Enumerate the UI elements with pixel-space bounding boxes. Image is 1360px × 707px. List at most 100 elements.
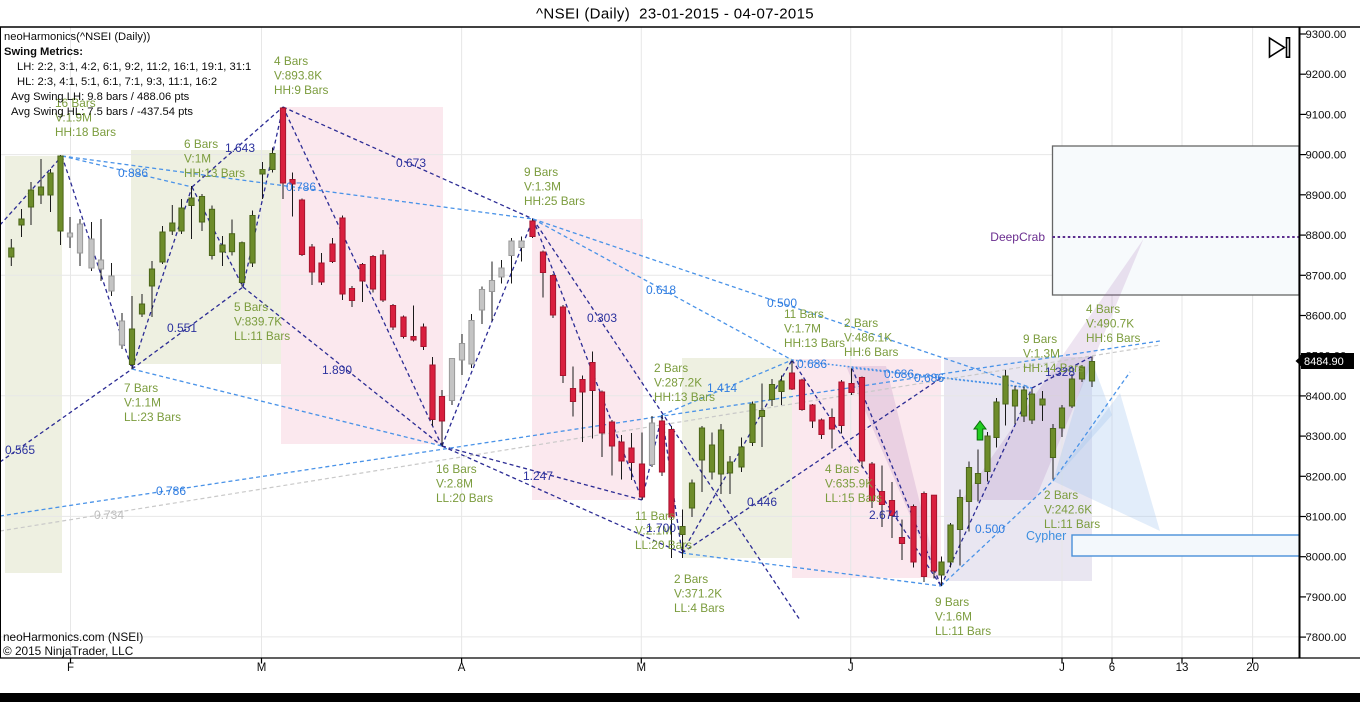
svg-text:8900.00: 8900.00 xyxy=(1306,190,1347,202)
svg-text:8300.00: 8300.00 xyxy=(1306,431,1347,443)
svg-text:1.414: 1.414 xyxy=(707,381,737,395)
svg-text:2 Bars: 2 Bars xyxy=(844,316,878,330)
svg-text:M: M xyxy=(637,662,647,674)
svg-text:0.446: 0.446 xyxy=(747,495,777,509)
svg-text:V:1M: V:1M xyxy=(184,152,211,166)
svg-text:HH:13 Bars: HH:13 Bars xyxy=(654,390,715,404)
svg-text:V:2.1M: V:2.1M xyxy=(635,524,672,538)
svg-text:1.328: 1.328 xyxy=(1045,365,1075,379)
svg-text:0.786: 0.786 xyxy=(286,180,316,194)
svg-text:8200.00: 8200.00 xyxy=(1306,471,1347,483)
svg-text:V:1.1M: V:1.1M xyxy=(124,396,161,410)
svg-text:V:242.6K: V:242.6K xyxy=(1044,503,1092,517)
svg-text:HH:14 Bars: HH:14 Bars xyxy=(1023,361,1084,375)
svg-text:0.565: 0.565 xyxy=(5,443,35,457)
svg-text:2.674: 2.674 xyxy=(869,508,899,522)
svg-text:V:1.9M: V:1.9M xyxy=(55,111,92,125)
svg-text:0.500: 0.500 xyxy=(767,296,797,310)
svg-text:8100.00: 8100.00 xyxy=(1306,512,1347,524)
svg-text:7900.00: 7900.00 xyxy=(1306,592,1347,604)
svg-text:2 Bars: 2 Bars xyxy=(674,572,708,586)
svg-text:8700.00: 8700.00 xyxy=(1306,270,1347,282)
svg-text:DeepCrab: DeepCrab xyxy=(990,230,1045,244)
svg-text:V:490.7K: V:490.7K xyxy=(1086,317,1134,331)
svg-text:16 Bars: 16 Bars xyxy=(436,462,477,476)
svg-text:HH:13 Bars: HH:13 Bars xyxy=(184,166,245,180)
svg-text:20: 20 xyxy=(1246,662,1259,674)
svg-text:HL: 2:3, 4:1, 5:1, 6:1, 7:1, 9: HL: 2:3, 4:1, 5:1, 6:1, 7:1, 9:3, 11:1, … xyxy=(17,76,217,88)
svg-text:LL:20 Bars: LL:20 Bars xyxy=(635,538,692,552)
svg-text:9000.00: 9000.00 xyxy=(1306,150,1347,162)
svg-text:Swing Metrics:: Swing Metrics: xyxy=(4,46,83,58)
svg-text:Avg Swing LH: 9.8 bars / 488.0: Avg Swing LH: 9.8 bars / 488.06 pts xyxy=(11,91,190,103)
svg-text:1.643: 1.643 xyxy=(225,141,255,155)
svg-text:J: J xyxy=(848,662,854,674)
svg-text:J: J xyxy=(1059,662,1065,674)
svg-text:9100.00: 9100.00 xyxy=(1306,109,1347,121)
svg-text:8400.00: 8400.00 xyxy=(1306,391,1347,403)
svg-text:V:893.8K: V:893.8K xyxy=(274,69,322,83)
svg-text:LL:11 Bars: LL:11 Bars xyxy=(935,624,991,638)
svg-text:6 Bars: 6 Bars xyxy=(184,137,218,151)
svg-text:neoHarmonics.com (NSEI): neoHarmonics.com (NSEI) xyxy=(3,630,143,644)
svg-text:V:287.2K: V:287.2K xyxy=(654,376,702,390)
svg-text:6: 6 xyxy=(1109,662,1115,674)
svg-text:0.551: 0.551 xyxy=(167,321,197,335)
svg-text:13: 13 xyxy=(1176,662,1189,674)
svg-text:0.500: 0.500 xyxy=(975,522,1005,536)
svg-text:HH:6 Bars: HH:6 Bars xyxy=(844,345,899,359)
svg-text:0.618: 0.618 xyxy=(646,283,676,297)
svg-text:V:1.3M: V:1.3M xyxy=(524,180,561,194)
svg-text:LL:11 Bars: LL:11 Bars xyxy=(1044,517,1100,531)
svg-text:F: F xyxy=(67,662,74,674)
svg-text:HH:25 Bars: HH:25 Bars xyxy=(524,194,585,208)
svg-text:© 2015 NinjaTrader, LLC: © 2015 NinjaTrader, LLC xyxy=(3,644,134,658)
svg-text:Cypher: Cypher xyxy=(1026,529,1066,543)
svg-text:V:1.6M: V:1.6M xyxy=(935,610,972,624)
svg-text:1.890: 1.890 xyxy=(322,363,352,377)
svg-text:4 Bars: 4 Bars xyxy=(825,462,859,476)
svg-text:0.734: 0.734 xyxy=(94,508,124,522)
svg-text:0.686: 0.686 xyxy=(797,357,827,371)
svg-text:0.303: 0.303 xyxy=(587,311,617,325)
svg-text:11 Bars: 11 Bars xyxy=(635,509,675,523)
svg-text:LL:20 Bars: LL:20 Bars xyxy=(436,491,493,505)
svg-text:LL:23 Bars: LL:23 Bars xyxy=(124,410,181,424)
svg-text:9 Bars: 9 Bars xyxy=(524,165,558,179)
svg-text:8484.90: 8484.90 xyxy=(1304,356,1344,368)
svg-text:LL:11 Bars: LL:11 Bars xyxy=(234,329,290,343)
svg-text:HH:13 Bars: HH:13 Bars xyxy=(784,336,845,350)
svg-text:V:635.9K: V:635.9K xyxy=(825,477,873,491)
svg-text:V:486.1K: V:486.1K xyxy=(844,331,892,345)
svg-text:9300.00: 9300.00 xyxy=(1306,29,1347,41)
svg-text:Avg Swing HL: 7.5 bars / -437.: Avg Swing HL: 7.5 bars / -437.54 pts xyxy=(11,106,193,118)
svg-text:9 Bars: 9 Bars xyxy=(1023,332,1057,346)
svg-text:V:2.8M: V:2.8M xyxy=(436,477,473,491)
svg-text:M: M xyxy=(257,662,267,674)
svg-text:2 Bars: 2 Bars xyxy=(654,361,688,375)
svg-text:^NSEI (Daily) 23-01-2015 - 04: ^NSEI (Daily) 23-01-2015 - 04-07-2015 xyxy=(536,6,814,23)
svg-text:0.886: 0.886 xyxy=(118,166,148,180)
svg-text:11 Bars: 11 Bars xyxy=(784,307,824,321)
svg-text:1.700: 1.700 xyxy=(646,521,676,535)
svg-text:0.686: 0.686 xyxy=(884,367,914,381)
svg-text:16 Bars: 16 Bars xyxy=(55,96,96,110)
svg-text:9200.00: 9200.00 xyxy=(1306,69,1347,81)
svg-text:7800.00: 7800.00 xyxy=(1306,632,1347,644)
svg-text:V:839.7K: V:839.7K xyxy=(234,315,282,329)
svg-text:HH:9 Bars: HH:9 Bars xyxy=(274,83,329,97)
svg-text:0.673: 0.673 xyxy=(396,156,426,170)
svg-text:7 Bars: 7 Bars xyxy=(124,381,158,395)
svg-text:HH:18 Bars: HH:18 Bars xyxy=(55,125,116,139)
svg-text:9 Bars: 9 Bars xyxy=(935,595,969,609)
svg-text:8800.00: 8800.00 xyxy=(1306,230,1347,242)
svg-text:2 Bars: 2 Bars xyxy=(1044,488,1078,502)
svg-text:HH:6 Bars: HH:6 Bars xyxy=(1086,331,1141,345)
svg-text:A: A xyxy=(458,662,466,674)
svg-text:V:1.7M: V:1.7M xyxy=(784,322,821,336)
svg-text:0.686: 0.686 xyxy=(914,371,944,385)
svg-text:V:1.3M: V:1.3M xyxy=(1023,347,1060,361)
svg-text:LL:15 Bars: LL:15 Bars xyxy=(825,491,882,505)
svg-text:8000.00: 8000.00 xyxy=(1306,552,1347,564)
svg-text:0.786: 0.786 xyxy=(156,484,186,498)
